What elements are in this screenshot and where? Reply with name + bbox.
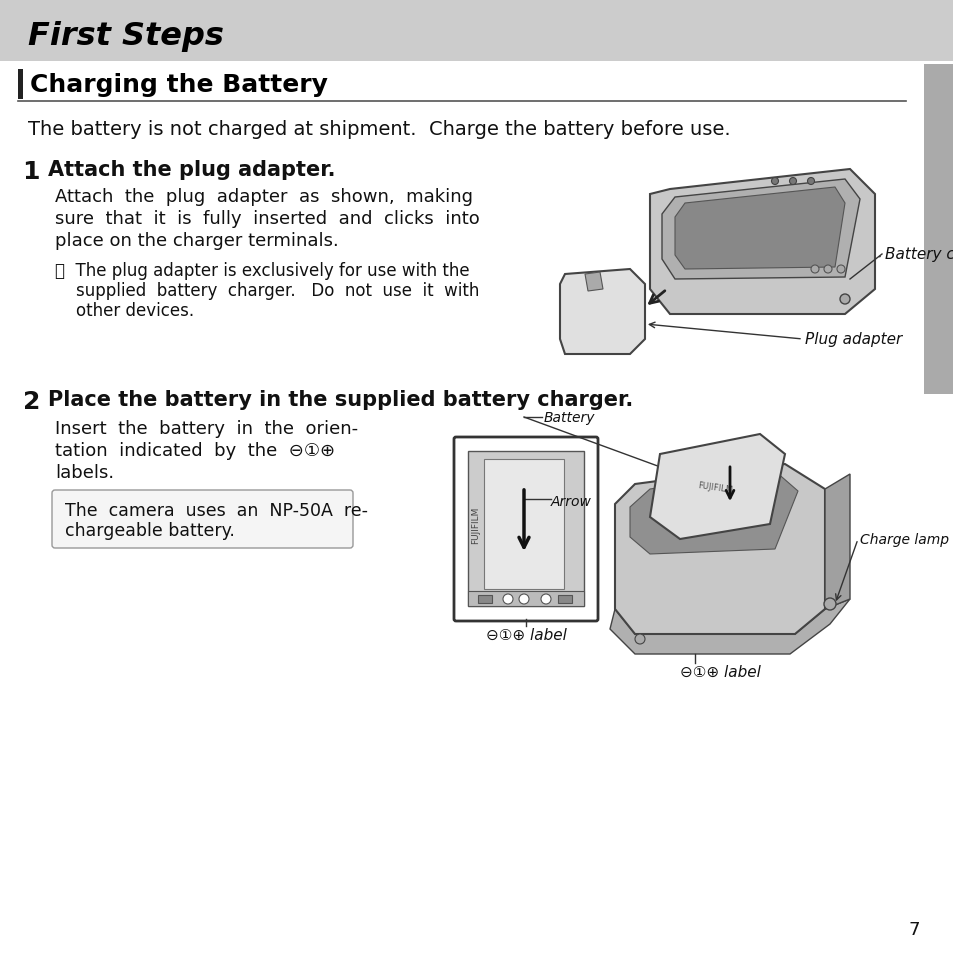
Circle shape xyxy=(540,595,551,604)
Polygon shape xyxy=(615,464,824,635)
Text: FUJIFILM: FUJIFILM xyxy=(697,480,732,495)
Text: ⊖①⊕ label: ⊖①⊕ label xyxy=(485,627,566,642)
Text: The  camera  uses  an  NP-50A  re-: The camera uses an NP-50A re- xyxy=(65,501,368,519)
Polygon shape xyxy=(661,180,859,280)
FancyBboxPatch shape xyxy=(454,437,598,621)
Text: labels.: labels. xyxy=(55,463,114,481)
Text: Place the battery in the supplied battery charger.: Place the battery in the supplied batter… xyxy=(48,390,633,410)
Text: Charging the Battery: Charging the Battery xyxy=(30,73,328,97)
Text: First Steps: First Steps xyxy=(28,20,224,51)
Circle shape xyxy=(840,294,849,305)
Circle shape xyxy=(635,635,644,644)
Text: Battery charger: Battery charger xyxy=(884,247,953,262)
Circle shape xyxy=(518,595,529,604)
Bar xyxy=(923,65,953,395)
Bar xyxy=(477,596,492,603)
Text: 7: 7 xyxy=(907,920,919,938)
Circle shape xyxy=(789,178,796,185)
Polygon shape xyxy=(609,599,849,655)
Bar xyxy=(468,592,583,606)
Bar xyxy=(18,70,23,100)
Text: other devices.: other devices. xyxy=(55,302,193,319)
Polygon shape xyxy=(629,472,797,555)
Text: Insert  the  battery  in  the  orien-: Insert the battery in the orien- xyxy=(55,419,357,437)
Text: Arrow: Arrow xyxy=(551,495,591,509)
Text: place on the charger terminals.: place on the charger terminals. xyxy=(55,232,338,250)
Circle shape xyxy=(823,598,835,610)
Polygon shape xyxy=(675,188,844,270)
Text: tation  indicated  by  the  ⊖①⊕: tation indicated by the ⊖①⊕ xyxy=(55,441,335,459)
Circle shape xyxy=(502,595,513,604)
Text: Attach the plug adapter.: Attach the plug adapter. xyxy=(48,160,335,180)
Bar xyxy=(0,0,953,62)
Text: Battery: Battery xyxy=(543,411,595,424)
Text: Charge lamp: Charge lamp xyxy=(859,533,948,546)
Text: Attach  the  plug  adapter  as  shown,  making: Attach the plug adapter as shown, making xyxy=(55,188,473,206)
Text: supplied  battery  charger.   Do  not  use  it  with: supplied battery charger. Do not use it … xyxy=(55,282,478,299)
Text: 2: 2 xyxy=(23,390,40,414)
Circle shape xyxy=(810,266,818,274)
Circle shape xyxy=(771,178,778,185)
Polygon shape xyxy=(824,475,849,609)
Circle shape xyxy=(823,266,831,274)
Text: Plug adapter: Plug adapter xyxy=(804,333,902,347)
Text: The battery is not charged at shipment.  Charge the battery before use.: The battery is not charged at shipment. … xyxy=(28,120,730,139)
Polygon shape xyxy=(649,170,874,314)
Text: ⊖①⊕ label: ⊖①⊕ label xyxy=(679,664,760,679)
Circle shape xyxy=(806,178,814,185)
FancyBboxPatch shape xyxy=(52,491,353,548)
Bar xyxy=(483,459,563,589)
Bar xyxy=(468,452,583,606)
Polygon shape xyxy=(559,270,644,355)
Circle shape xyxy=(836,266,844,274)
Text: sure  that  it  is  fully  inserted  and  clicks  into: sure that it is fully inserted and click… xyxy=(55,210,479,228)
Bar xyxy=(558,596,572,603)
Text: FUJIFILM: FUJIFILM xyxy=(471,506,480,543)
Text: ⓘ  The plug adapter is exclusively for use with the: ⓘ The plug adapter is exclusively for us… xyxy=(55,262,469,280)
Text: chargeable battery.: chargeable battery. xyxy=(65,521,234,539)
Polygon shape xyxy=(584,273,602,292)
Polygon shape xyxy=(649,435,784,539)
Text: 1: 1 xyxy=(23,160,40,184)
